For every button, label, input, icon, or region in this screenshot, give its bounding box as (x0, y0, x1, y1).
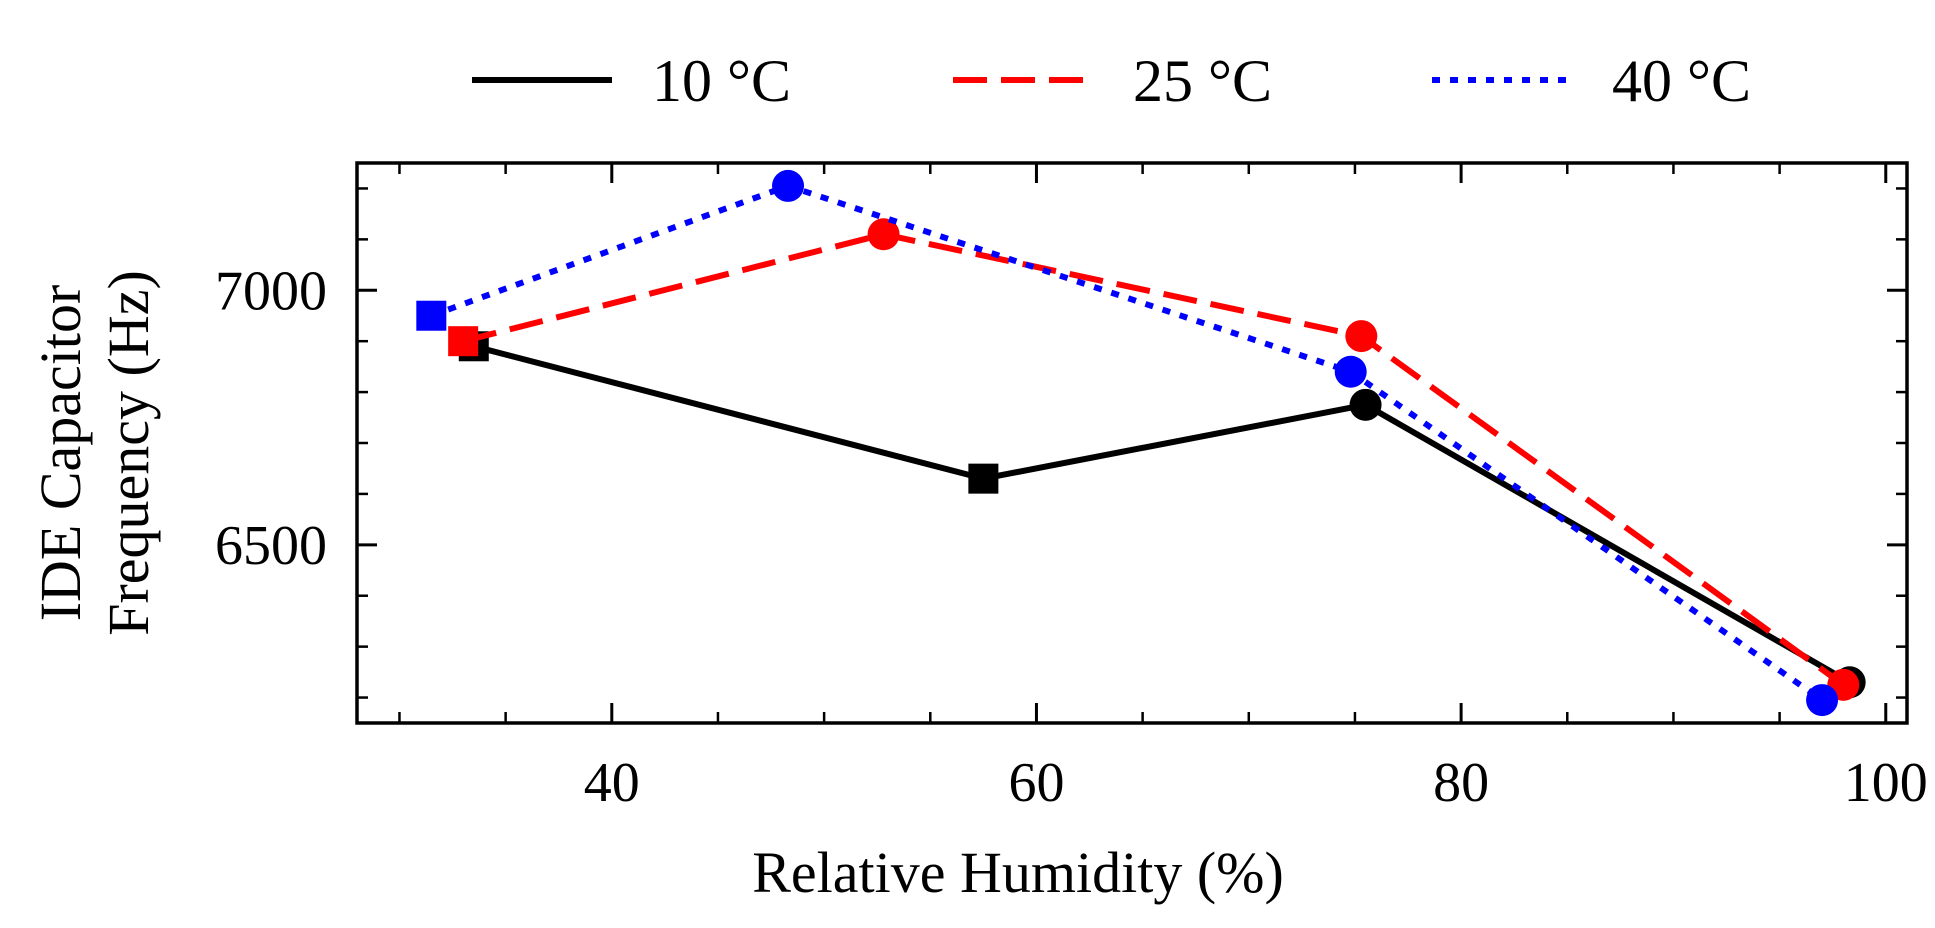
legend-label: 40 °C (1612, 48, 1751, 114)
x-tick-label: 100 (1844, 752, 1928, 814)
circle-marker (1349, 388, 1382, 421)
series-line (462, 231, 1846, 688)
axis-ticks: 40 60 80 100 6500 7000 (215, 163, 1928, 814)
legend: 10 °C 25 °C 40 °C (472, 48, 1751, 114)
x-tick-label: 80 (1433, 752, 1489, 814)
square-marker (448, 326, 479, 357)
y-tick-label: 7000 (215, 260, 327, 322)
legend-label: 25 °C (1133, 48, 1272, 114)
x-tick-label: 40 (584, 752, 640, 814)
legend-label: 10 °C (652, 48, 791, 114)
x-axis-title: Relative Humidity (%) (752, 840, 1284, 905)
circle-marker (1806, 684, 1839, 717)
y-tick-label: 6500 (215, 515, 327, 577)
circle-marker (1345, 320, 1378, 353)
circle-marker (1334, 355, 1367, 388)
series-3 (416, 169, 1839, 717)
y-axis-title-line1: IDE Capacitor (28, 285, 93, 622)
series-line (430, 182, 1824, 703)
series-1 (458, 331, 1866, 699)
y-axis-title-line2: Frequency (Hz) (96, 270, 161, 636)
series-group (416, 169, 1866, 717)
circle-marker (772, 169, 805, 202)
x-tick-label: 60 (1008, 752, 1064, 814)
series-2 (448, 218, 1860, 701)
circle-marker (867, 218, 900, 251)
series-line (473, 343, 1852, 685)
square-marker (416, 300, 447, 331)
square-marker (968, 463, 999, 494)
plot-frame (355, 161, 1909, 725)
